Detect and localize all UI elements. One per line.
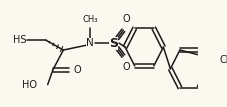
- Text: O: O: [122, 14, 130, 24]
- Text: CH₃: CH₃: [83, 15, 98, 24]
- Text: N: N: [86, 38, 94, 48]
- Text: O: O: [122, 62, 130, 72]
- Text: O: O: [74, 65, 81, 75]
- Text: Cl: Cl: [219, 55, 227, 65]
- Text: HS: HS: [13, 35, 26, 45]
- Text: S: S: [109, 37, 118, 50]
- Text: HO: HO: [22, 80, 37, 90]
